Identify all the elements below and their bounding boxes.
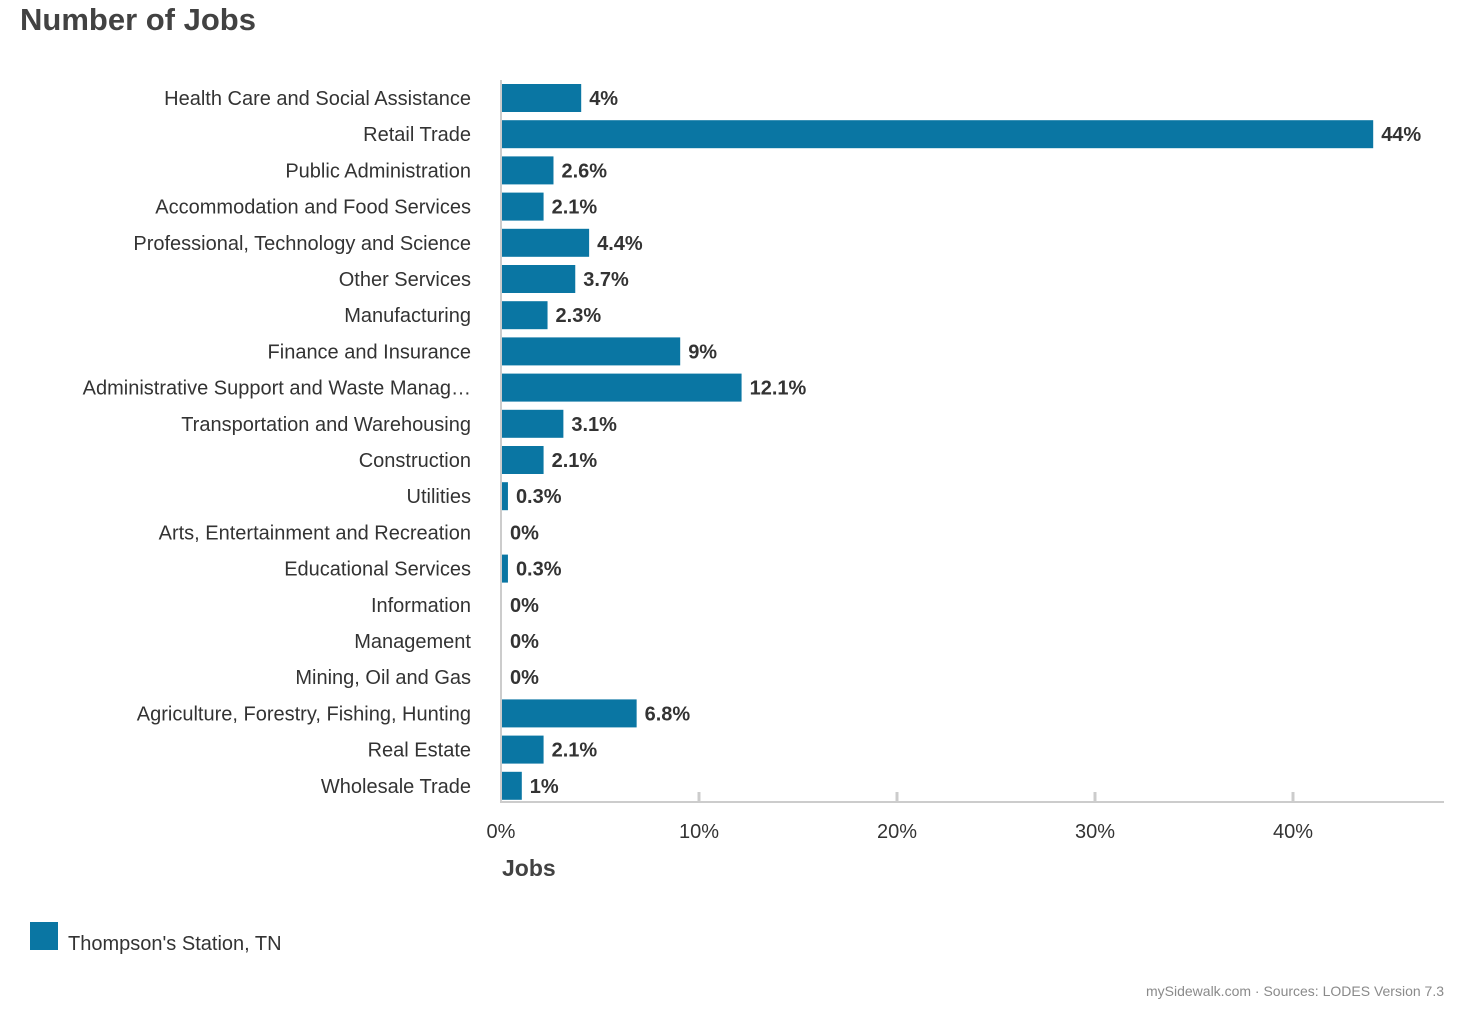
data-label: 3.7%: [583, 269, 629, 291]
category-label: Construction: [359, 450, 471, 472]
data-label: 4%: [589, 88, 618, 110]
category-label: Mining, Oil and Gas: [295, 667, 471, 689]
category-label: Manufacturing: [344, 305, 471, 327]
bar[interactable]: [502, 409, 564, 438]
bar[interactable]: [502, 482, 508, 511]
chart-title: Number of Jobs: [20, 2, 256, 37]
bar[interactable]: [502, 771, 522, 800]
bar[interactable]: [502, 735, 544, 764]
data-label: 0%: [510, 631, 539, 653]
category-label: Finance and Insurance: [268, 341, 471, 363]
category-label: Real Estate: [368, 740, 471, 762]
data-label: 2.1%: [552, 740, 598, 762]
data-label: 0%: [510, 595, 539, 617]
data-label: 6.8%: [645, 703, 691, 725]
data-label: 0%: [510, 667, 539, 689]
data-label: 3.1%: [571, 414, 617, 436]
data-label: 4.4%: [597, 233, 643, 255]
source-credit: mySidewalk.com · Sources: LODES Version …: [1145, 983, 1444, 999]
x-axis-title: Jobs: [502, 855, 556, 881]
category-label: Transportation and Warehousing: [181, 414, 471, 436]
category-label: Administrative Support and Waste Manag…: [83, 378, 471, 400]
category-label: Utilities: [407, 486, 471, 508]
category-label: Professional, Technology and Science: [133, 233, 471, 255]
x-tick-label: 10%: [679, 821, 719, 843]
data-label: 1%: [530, 776, 559, 798]
data-label: 0%: [510, 522, 539, 544]
data-label: 12.1%: [750, 378, 807, 400]
bar[interactable]: [502, 337, 681, 366]
data-label: 2.1%: [552, 197, 598, 219]
category-label: Agriculture, Forestry, Fishing, Hunting: [137, 703, 471, 725]
category-label: Other Services: [339, 269, 471, 291]
data-label: 2.1%: [552, 450, 598, 472]
bar[interactable]: [502, 265, 576, 293]
x-tick-label: 0%: [487, 821, 516, 843]
bar[interactable]: [502, 373, 742, 402]
data-label: 44%: [1381, 124, 1421, 146]
data-label: 0.3%: [516, 559, 562, 581]
data-label: 2.6%: [561, 160, 607, 182]
category-label: Accommodation and Food Services: [155, 197, 471, 219]
legend-swatch: [30, 922, 58, 950]
bar[interactable]: [502, 446, 544, 474]
category-label: Retail Trade: [363, 124, 471, 146]
x-tick-label: 30%: [1075, 821, 1115, 843]
category-label: Health Care and Social Assistance: [164, 88, 471, 110]
data-label: 2.3%: [556, 305, 602, 327]
data-label: 9%: [688, 341, 717, 363]
bar[interactable]: [502, 192, 544, 221]
legend-label: Thompson's Station, TN: [68, 932, 282, 955]
category-label: Public Administration: [285, 160, 471, 182]
bar[interactable]: [502, 120, 1374, 149]
category-label: Management: [354, 631, 471, 653]
x-tick-label: 20%: [877, 821, 917, 843]
axis-layer: 0% 10% 20% 30% 40%: [487, 80, 1444, 843]
bars-layer: Health Care and Social Assistance 4% Retai…: [83, 84, 1421, 800]
bar[interactable]: [502, 699, 637, 728]
data-label: 0.3%: [516, 486, 562, 508]
x-tick-label: 40%: [1273, 821, 1313, 843]
bar[interactable]: [502, 554, 508, 583]
category-label: Arts, Entertainment and Recreation: [159, 522, 471, 544]
bar[interactable]: [502, 156, 554, 185]
category-label: Educational Services: [284, 559, 471, 581]
bar[interactable]: [502, 228, 590, 257]
legend: Thompson's Station, TN: [30, 922, 282, 955]
bar[interactable]: [502, 301, 548, 330]
category-label: Wholesale Trade: [321, 776, 471, 798]
bar[interactable]: [502, 84, 582, 112]
category-label: Information: [371, 595, 471, 617]
